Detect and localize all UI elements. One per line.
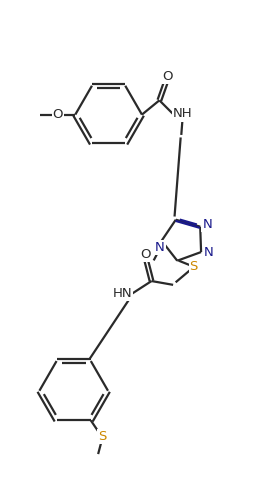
Text: HN: HN — [113, 287, 132, 300]
Text: N: N — [202, 218, 212, 231]
Text: O: O — [141, 248, 151, 261]
Text: O: O — [162, 70, 172, 83]
Text: S: S — [98, 431, 106, 444]
Text: O: O — [53, 108, 63, 121]
Text: NH: NH — [173, 107, 192, 120]
Text: S: S — [189, 260, 198, 273]
Text: N: N — [155, 241, 165, 254]
Text: N: N — [204, 246, 214, 258]
